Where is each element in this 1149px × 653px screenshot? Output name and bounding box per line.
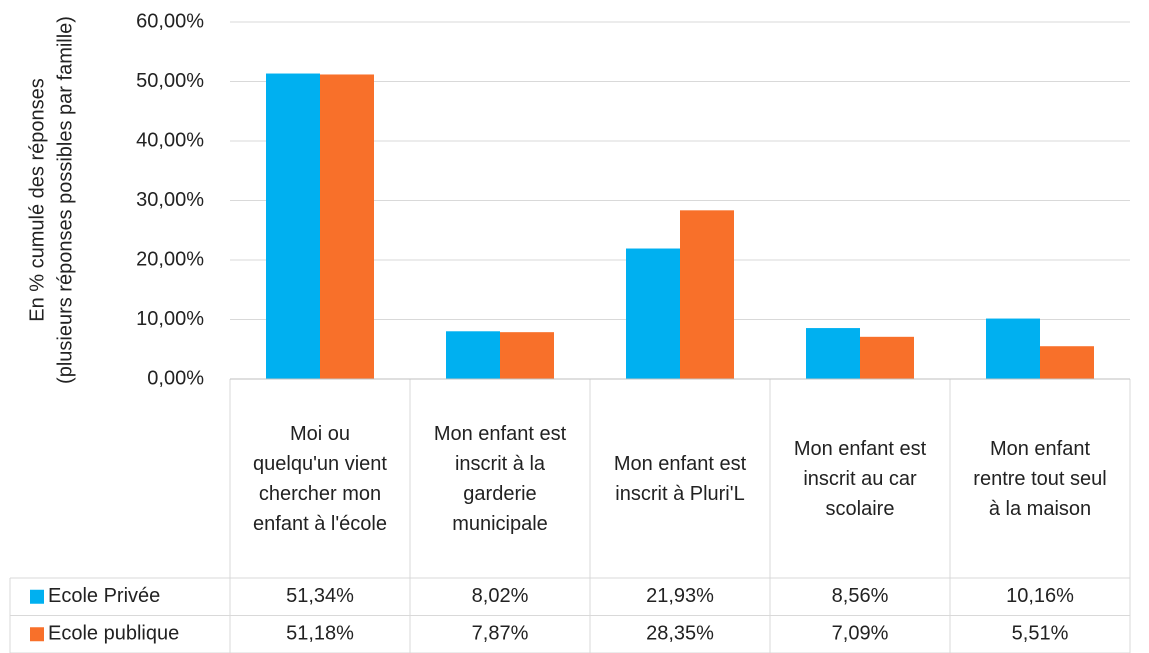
table-value: 51,34% bbox=[286, 585, 354, 607]
y-tick-label: 40,00% bbox=[136, 129, 204, 151]
x-tick-label: Mon enfant rentre tout seul à la maison bbox=[973, 437, 1107, 520]
table-value: 51,18% bbox=[286, 623, 354, 645]
x-tick-label: Moi ou quelqu'un vient chercher mon enfa… bbox=[253, 422, 387, 535]
y-tick-label: 0,00% bbox=[147, 367, 204, 389]
bar bbox=[806, 328, 860, 379]
table-value: 28,35% bbox=[646, 623, 714, 645]
y-tick-label: 20,00% bbox=[136, 248, 204, 270]
bar bbox=[680, 210, 734, 379]
y-tick-label: 10,00% bbox=[136, 308, 204, 330]
x-tick-label-box: Mon enfant est inscrit au car scolaire bbox=[793, 437, 927, 520]
legend-swatch bbox=[30, 589, 44, 604]
legend-label: Ecole publique bbox=[48, 623, 179, 645]
bar bbox=[500, 332, 554, 379]
y-axis-title: En % cumulé des réponses bbox=[26, 78, 48, 321]
x-tick-label: Mon enfant est inscrit à la garderie mun… bbox=[433, 422, 567, 535]
legend-swatch bbox=[30, 627, 44, 642]
table-value: 7,09% bbox=[832, 623, 889, 645]
y-tick-label: 50,00% bbox=[136, 70, 204, 92]
x-tick-label: Mon enfant est inscrit à Pluri'L bbox=[613, 452, 747, 505]
x-tick-label-box: Mon enfant est inscrit à la garderie mun… bbox=[433, 422, 567, 535]
table-value: 8,02% bbox=[472, 585, 529, 607]
y-tick-label: 30,00% bbox=[136, 189, 204, 211]
y-axis-title: (plusieurs réponses possibles par famill… bbox=[54, 16, 76, 384]
bar bbox=[1040, 346, 1094, 379]
bar bbox=[860, 336, 914, 379]
x-tick-label-box: Moi ou quelqu'un vient chercher mon enfa… bbox=[253, 422, 387, 535]
x-tick-label-box: Mon enfant est inscrit à Pluri'L bbox=[613, 452, 747, 505]
bar bbox=[320, 74, 374, 379]
table-value: 5,51% bbox=[1012, 623, 1069, 645]
x-tick-label: Mon enfant est inscrit au car scolaire bbox=[793, 437, 927, 520]
bar bbox=[266, 73, 320, 379]
table-value: 10,16% bbox=[1006, 585, 1074, 607]
legend-label: Ecole Privée bbox=[48, 585, 160, 607]
bar bbox=[986, 318, 1040, 379]
table-value: 8,56% bbox=[832, 585, 889, 607]
x-tick-label-box: Mon enfant rentre tout seul à la maison bbox=[973, 437, 1107, 520]
y-tick-label: 60,00% bbox=[136, 10, 204, 32]
table-value: 7,87% bbox=[472, 623, 529, 645]
table-value: 21,93% bbox=[646, 585, 714, 607]
bar bbox=[626, 248, 680, 379]
bar bbox=[446, 331, 500, 379]
